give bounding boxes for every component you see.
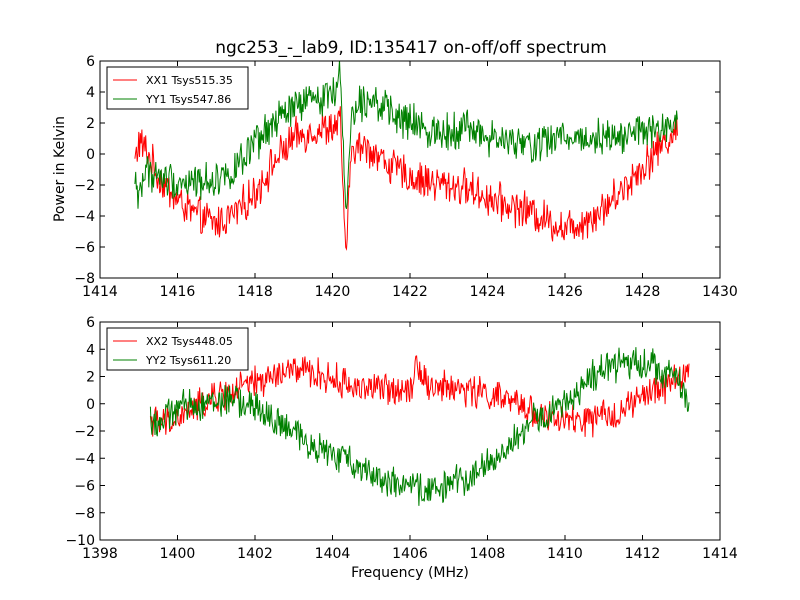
y-tick-label: 2 [86,116,95,132]
x-tick-label: 1406 [392,546,428,562]
x-tick-label: 1418 [237,284,273,300]
series-line-2 [134,61,678,209]
y-tick-label: 2 [86,370,95,386]
y-tick-label: −8 [74,506,95,522]
y-tick-label: 6 [86,315,95,331]
x-tick-label: 1402 [237,546,273,562]
y-tick-label: −8 [74,271,95,287]
legend-label: YY1 Tsys547.86 [145,93,231,106]
x-tick-label: 1420 [315,284,351,300]
x-tick-label: 1414 [82,284,118,300]
x-tick-label: 1428 [625,284,661,300]
x-axis-label: Frequency (MHz) [351,565,469,581]
series-line-1 [134,106,678,251]
y-tick-label: −6 [74,479,95,495]
y-axis-label: Power in Kelvin [52,116,68,222]
legend-box [106,327,249,371]
y-tick-label: 0 [86,397,95,413]
x-tick-label: 1398 [82,546,118,562]
y-tick-label: −2 [74,178,95,194]
x-tick-label: 1400 [160,546,196,562]
x-tick-label: 1430 [702,284,738,300]
y-tick-label: 4 [86,85,95,101]
legend-box [106,66,249,110]
x-tick-label: 1426 [547,284,583,300]
y-tick-label: −6 [74,240,95,256]
y-tick-label: 0 [86,147,95,163]
x-tick-label: 1414 [702,546,738,562]
y-tick-label: −4 [74,451,95,467]
top-spectrum-panel: 1414 1416 1418 1420 1422 1424 1426 1428 1430 −8 −6… [74,54,737,300]
legend-label: XX1 Tsys515.35 [146,74,233,87]
x-tick-label: 1410 [547,546,583,562]
x-tick-label: 1408 [470,546,506,562]
y-tick-label: 6 [86,54,95,70]
legend-label: YY2 Tsys611.20 [145,354,231,367]
legend-label: XX2 Tsys448.05 [146,335,233,348]
x-tick-label: 1422 [392,284,428,300]
x-tick-label: 1416 [160,284,196,300]
bottom-spectrum-panel: 1398 1400 1402 1404 1406 1408 1410 1412 1414 −10 −… [65,315,737,562]
x-tick-label: 1404 [315,546,351,562]
y-tick-label: 4 [86,342,95,358]
y-tick-label: −10 [65,533,95,549]
y-tick-label: −4 [74,209,95,225]
figure-title: ngc253_-_lab9, ID:135417 on-off/off spec… [215,38,607,58]
x-tick-label: 1424 [470,284,506,300]
y-tick-label: −2 [74,424,95,440]
series-line-1 [149,355,690,438]
series-line-2 [149,347,690,506]
x-tick-label: 1412 [625,546,661,562]
